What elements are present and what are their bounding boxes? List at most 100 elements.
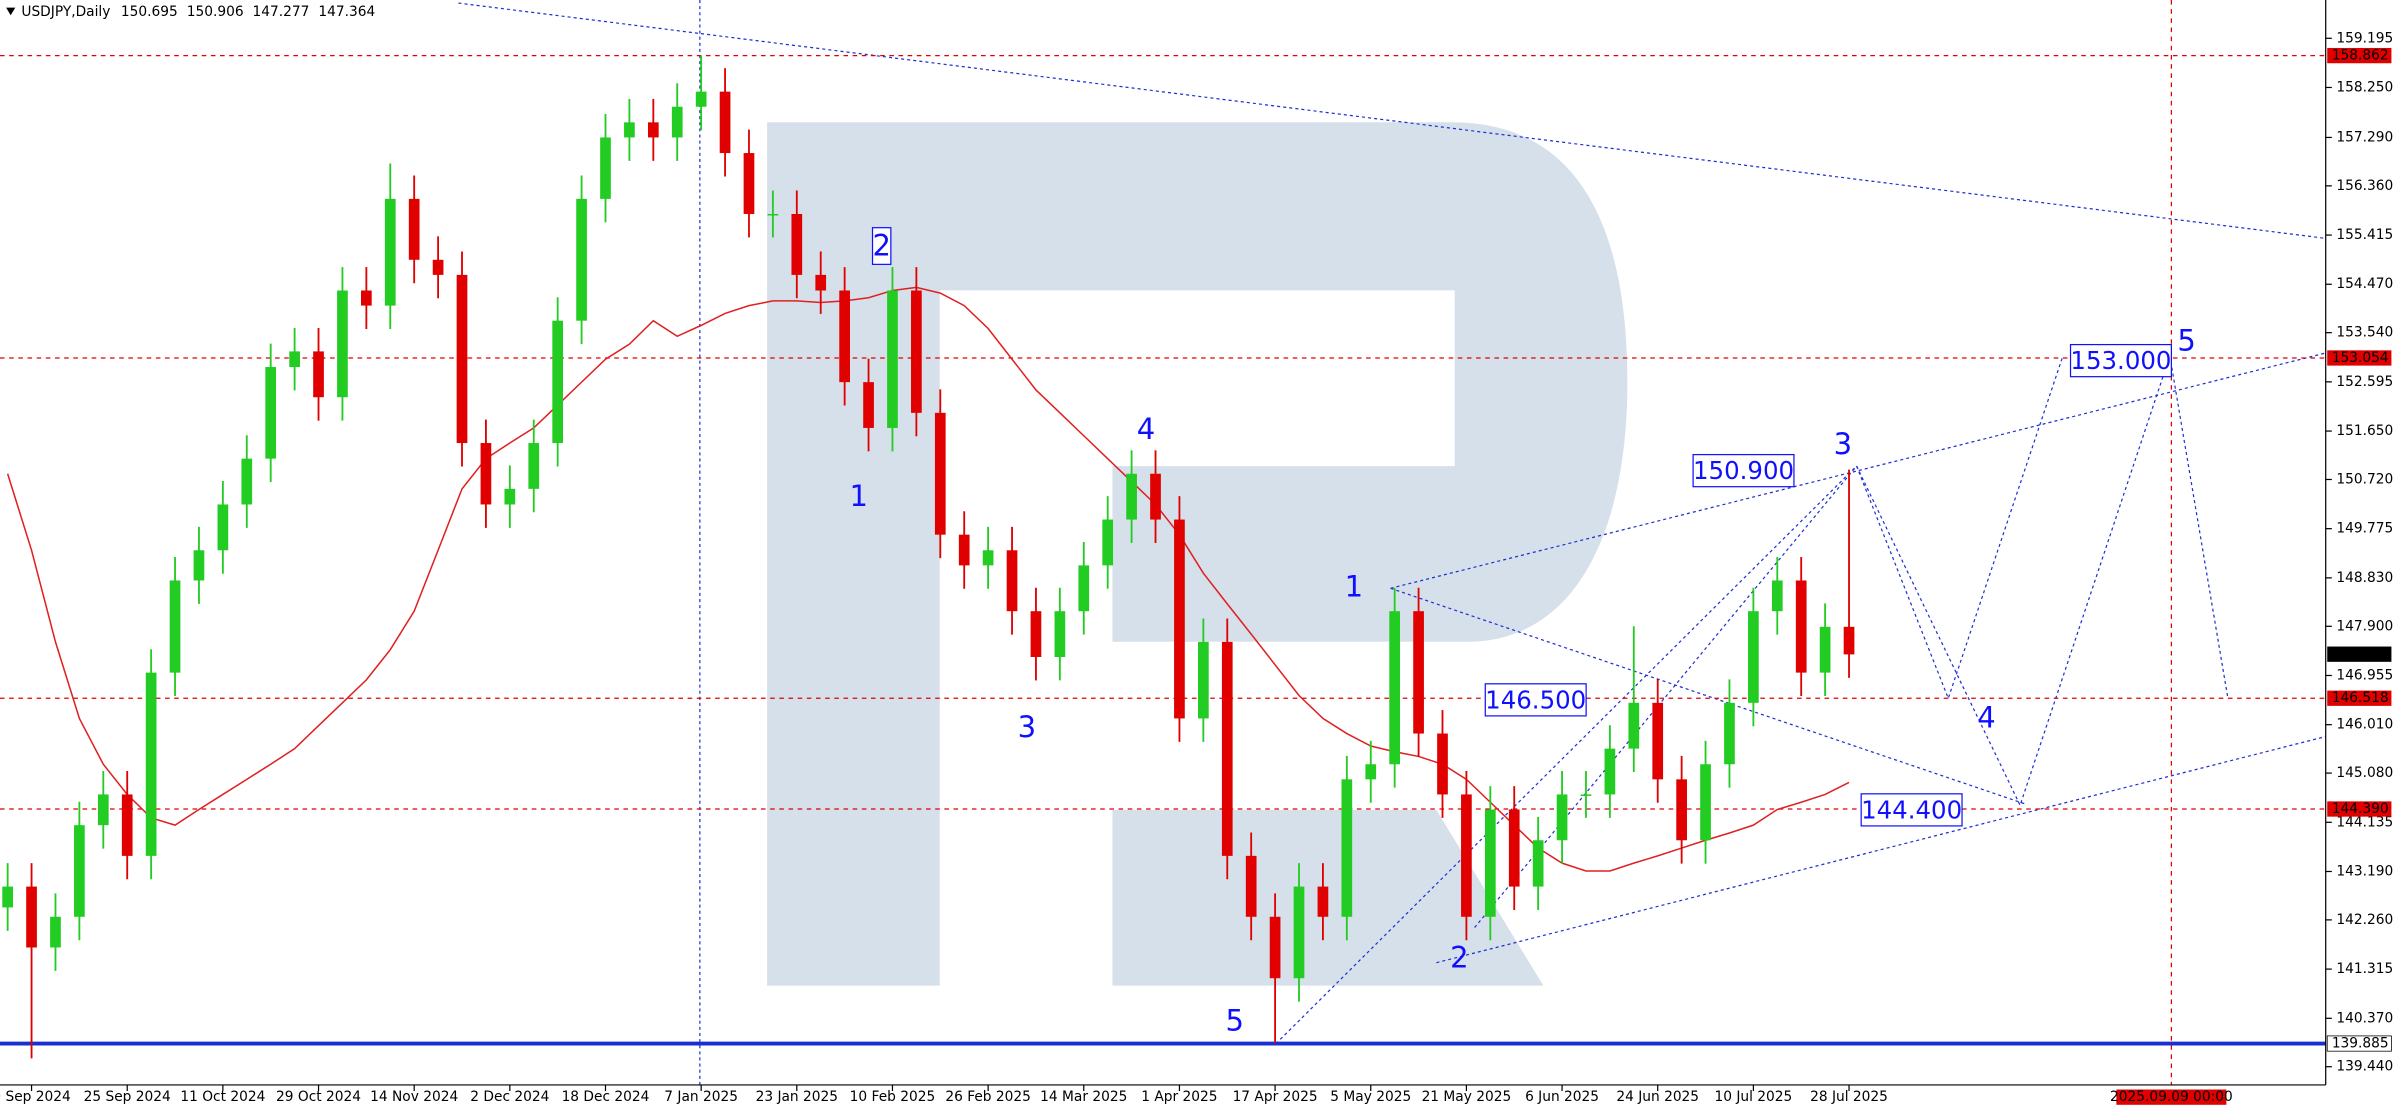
level-label: 153.054 <box>2332 350 2389 366</box>
watermark-r <box>767 122 1628 986</box>
candle-body <box>193 550 205 581</box>
x-tick-label: 14 Mar 2025 <box>1040 1089 1127 1105</box>
candle-body <box>384 198 396 306</box>
candle-body <box>1341 779 1353 917</box>
y-tick-label: 148.830 <box>2336 570 2393 586</box>
candle-body <box>552 320 564 444</box>
candle-body <box>74 825 85 917</box>
y-tick-label: 154.470 <box>2336 276 2393 292</box>
menu-arrow[interactable] <box>6 7 16 16</box>
trendline <box>458 2 2326 239</box>
forecast-path <box>1856 355 2229 807</box>
header-open: 150.695 <box>121 4 178 20</box>
candle-body <box>504 488 516 505</box>
wave-label: 3 <box>1834 427 1852 461</box>
candle-body <box>576 198 587 321</box>
header-close: 147.364 <box>318 4 375 20</box>
level-box <box>2326 1035 2392 1052</box>
wave-label: 2 <box>872 229 890 263</box>
candle-body <box>791 213 803 275</box>
level-box <box>2327 47 2392 64</box>
candle-body <box>97 794 109 826</box>
y-tick-label: 147.900 <box>2336 618 2393 634</box>
level-label: 146.518 <box>2332 690 2389 706</box>
y-tick-label: 149.775 <box>2336 521 2393 537</box>
wave-label: 1 <box>850 479 868 513</box>
candle-body <box>1413 611 1424 734</box>
level-label: 144.390 <box>2332 801 2389 817</box>
wave-label: 4 <box>1137 412 1155 446</box>
candle-body <box>719 91 731 154</box>
wave-label: 4 <box>1977 701 1995 735</box>
wave-label: 3 <box>1018 710 1036 744</box>
level-box <box>2327 350 2392 366</box>
y-tick-label: 152.595 <box>2336 374 2393 390</box>
candle-body <box>958 534 970 566</box>
target-label: 153.000 <box>2070 346 2171 375</box>
drawings <box>458 0 2326 1085</box>
y-tick-label: 150.720 <box>2336 471 2393 487</box>
y-tick-label: 146.010 <box>2336 717 2393 733</box>
candle-body <box>839 290 850 383</box>
trendline <box>1390 587 2025 805</box>
x-tick-label: 25 Sep 2024 <box>84 1089 171 1105</box>
candle-body <box>647 122 659 138</box>
candle-body <box>1293 886 1305 979</box>
candle-body <box>1030 611 1042 658</box>
y-tick-label: 155.415 <box>2336 227 2393 243</box>
candle-body <box>624 122 635 138</box>
symbol: USDJPY,Daily <box>21 4 110 20</box>
candle-body <box>121 794 133 856</box>
level-label: 158.862 <box>2332 48 2389 64</box>
candle-body <box>408 198 420 260</box>
candle-body <box>1676 779 1687 841</box>
candle-body <box>1389 611 1401 765</box>
candle-body <box>767 213 779 216</box>
candle-body <box>432 259 444 275</box>
candle-body <box>1269 916 1281 979</box>
x-tick-label: 6 Jun 2025 <box>1525 1089 1599 1105</box>
candle-body <box>1174 519 1185 719</box>
candle-body <box>50 916 61 948</box>
candle-body <box>217 504 229 551</box>
candle-body <box>1198 641 1209 719</box>
y-tick-label: 140.370 <box>2336 1010 2393 1026</box>
x-tick-label: 2 Dec 2024 <box>470 1089 549 1105</box>
candle-body <box>1556 794 1568 841</box>
candle-body <box>337 290 348 398</box>
candle-body <box>1580 794 1592 796</box>
axes: 159.195 158.250 157.290 156.360 155.415 154.4… <box>0 30 2393 1105</box>
wave-box <box>871 227 892 265</box>
x-tick-label: 29 Oct 2024 <box>276 1089 361 1105</box>
candle-body <box>1365 764 1377 780</box>
x-tick-label: 11 Oct 2024 <box>180 1089 265 1105</box>
x-tick-label: 28 Jul 2025 <box>1810 1089 1888 1105</box>
y-tick-label: 145.080 <box>2336 765 2393 781</box>
y-tick-label: 157.290 <box>2336 129 2393 145</box>
candle-body <box>1484 809 1496 917</box>
header-low: 147.277 <box>253 4 310 20</box>
candle-body <box>456 274 468 444</box>
candle-body <box>1054 611 1066 658</box>
candle-body <box>1604 748 1616 795</box>
candle-body <box>169 580 181 673</box>
candle-body <box>1508 809 1520 887</box>
y-tick-label: 144.135 <box>2336 814 2393 830</box>
header: USDJPY,Daily 150.695 150.906 147.277 147… <box>21 4 375 20</box>
candle-body <box>1102 519 1114 566</box>
candle-body <box>145 672 157 856</box>
y-tick-label: 159.195 <box>2336 30 2393 46</box>
wave-label: 5 <box>2177 323 2195 357</box>
target-box <box>1860 793 1963 827</box>
candle-body <box>1150 473 1161 520</box>
x-tick-label: 17 Apr 2025 <box>1233 1089 1318 1105</box>
y-tick-label: 158.250 <box>2336 79 2393 95</box>
candle-body <box>695 91 707 107</box>
candle-body <box>26 886 37 948</box>
candle-body <box>1795 580 1807 673</box>
x-tick-label: 10 Feb 2025 <box>850 1089 936 1105</box>
candle-body <box>1652 702 1664 780</box>
candle-body <box>480 443 492 505</box>
candle-body <box>1843 626 1855 655</box>
x-tick-label: 24 Jun 2025 <box>1616 1089 1699 1105</box>
